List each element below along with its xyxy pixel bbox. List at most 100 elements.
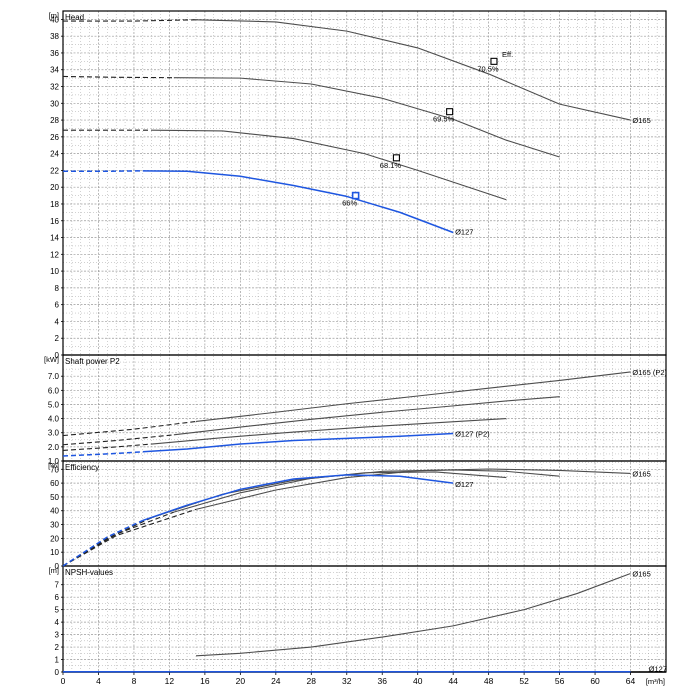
curve [151, 129, 507, 201]
y-tick-label: 6.0 [48, 386, 60, 395]
curve-label: Ø165 [632, 116, 650, 125]
panel-titles: [m] Head [kW] Shaft power P2 [%] Efficiency [m… [44, 11, 120, 577]
y-tick-label: 14 [50, 234, 59, 243]
x-tick-label: 4 [96, 676, 101, 686]
curve-label: Ø127 [455, 480, 473, 489]
y-axis-unit: [m] [49, 566, 59, 575]
curve [173, 77, 560, 158]
y-tick-label: 20 [50, 534, 59, 543]
x-tick-label: 52 [519, 676, 529, 686]
x-tick-label: 60 [590, 676, 600, 686]
x-tick-label: 8 [132, 676, 137, 686]
y-tick-labels: 02468101214161820222426283032343638401.0… [48, 15, 63, 677]
y-tick-label: 7 [55, 581, 60, 590]
curve-highlight [142, 474, 454, 522]
x-tick-label: 16 [200, 676, 210, 686]
y-tick-label: 70 [50, 465, 59, 474]
y-tick-label: 10 [50, 548, 59, 557]
x-tick-label: 24 [271, 676, 281, 686]
y-tick-label: 3.0 [48, 429, 60, 438]
curve [195, 371, 631, 422]
x-tick-label: 28 [307, 676, 317, 686]
curve [195, 19, 631, 121]
y-tick-label: 3 [55, 631, 60, 640]
curve-dashed [62, 511, 175, 567]
y-tick-label: 2 [55, 643, 60, 652]
efficiency-label: 68.1% [380, 161, 402, 170]
y-tick-label: 18 [50, 200, 59, 209]
efficiency-label: 66% [342, 199, 357, 208]
y-tick-label: 32 [50, 83, 59, 92]
y-tick-label: 4 [55, 317, 60, 326]
x-tick-label: 32 [342, 676, 352, 686]
y-tick-label: 12 [50, 250, 59, 259]
panel-title: Shaft power P2 [65, 357, 120, 366]
efficiency-label: 70.5% [477, 64, 499, 73]
curve-dashed [62, 75, 174, 79]
y-tick-label: 2 [55, 334, 60, 343]
curve-dashed-highlight [62, 519, 144, 567]
curve [151, 418, 507, 445]
panel-title: NPSH-values [65, 568, 113, 577]
y-tick-label: 4.0 [48, 415, 60, 424]
curve-label: Ø127 (P2) [455, 429, 490, 438]
y-tick-label: 28 [50, 116, 59, 125]
y-tick-label: 0 [55, 351, 60, 360]
grid [63, 11, 666, 672]
y-tick-label: 5 [55, 606, 60, 615]
y-tick-label: 30 [50, 521, 59, 530]
curve-label: Ø165 (P2) [632, 368, 667, 377]
curve-dashed-highlight [62, 451, 143, 457]
curve-dashed [62, 434, 174, 446]
panel-frame [62, 354, 667, 462]
y-tick-label: 30 [50, 99, 59, 108]
panel-title: Head [65, 13, 84, 22]
y-tick-label: 26 [50, 133, 59, 142]
curve-dashed [62, 443, 152, 451]
y-tick-label: 1.0 [48, 457, 60, 466]
y-tick-label: 10 [50, 267, 59, 276]
y-tick-label: 40 [50, 15, 59, 24]
y-tick-label: 34 [50, 66, 59, 75]
y-tick-label: 50 [50, 493, 59, 502]
y-tick-label: 24 [50, 150, 59, 159]
curve-highlight [142, 432, 454, 453]
y-tick-label: 6 [55, 301, 60, 310]
y-tick-label: 0 [55, 562, 60, 571]
y-tick-label: 6 [55, 593, 60, 602]
performance-curves [62, 19, 631, 673]
panel-title: Efficiency [65, 463, 99, 472]
curve-labels: 70.5% 69.5% 68.1% 66% Eff. Ø165 Ø127 Ø165 (P2) Ø… [342, 50, 667, 673]
curve-dashed [62, 420, 197, 437]
x-tick-label: 48 [484, 676, 494, 686]
y-tick-label: 36 [50, 49, 59, 58]
x-tick-label: 0 [61, 676, 66, 686]
y-tick-label: 2.0 [48, 443, 60, 452]
curve [173, 469, 560, 513]
efficiency-marker [351, 191, 360, 200]
y-tick-label: 0 [55, 668, 60, 677]
y-tick-label: 60 [50, 479, 59, 488]
x-tick-label: 40 [413, 676, 423, 686]
curve-dashed [63, 19, 197, 22]
x-tick-label: 56 [555, 676, 565, 686]
y-axis-unit: [%] [48, 461, 59, 470]
y-tick-label: 22 [50, 166, 59, 175]
y-tick-label: 40 [50, 507, 59, 516]
x-tick-label: 20 [236, 676, 246, 686]
y-tick-label: 5.0 [48, 400, 60, 409]
efficiency-marker [392, 154, 400, 162]
curve-label: Ø165 [632, 569, 650, 578]
y-tick-label: 1 [55, 656, 60, 665]
efficiency-marker [490, 57, 498, 65]
curve-highlight [142, 170, 454, 234]
curve-label: Eff. [502, 50, 513, 59]
y-tick-label: 20 [50, 183, 59, 192]
y-tick-label: 38 [50, 32, 59, 41]
curve-label: Ø127 [649, 664, 667, 673]
y-tick-label: 16 [50, 217, 59, 226]
x-tick-labels: 0 4 8 12 16 20 24 28 32 36 40 44 48 52 56 60 64 [61, 672, 636, 686]
curve [195, 468, 631, 510]
y-tick-label: 8 [55, 284, 60, 293]
